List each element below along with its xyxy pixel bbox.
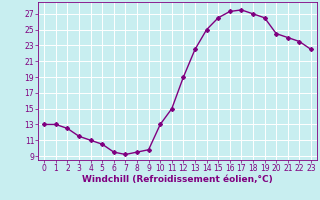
X-axis label: Windchill (Refroidissement éolien,°C): Windchill (Refroidissement éolien,°C)	[82, 175, 273, 184]
